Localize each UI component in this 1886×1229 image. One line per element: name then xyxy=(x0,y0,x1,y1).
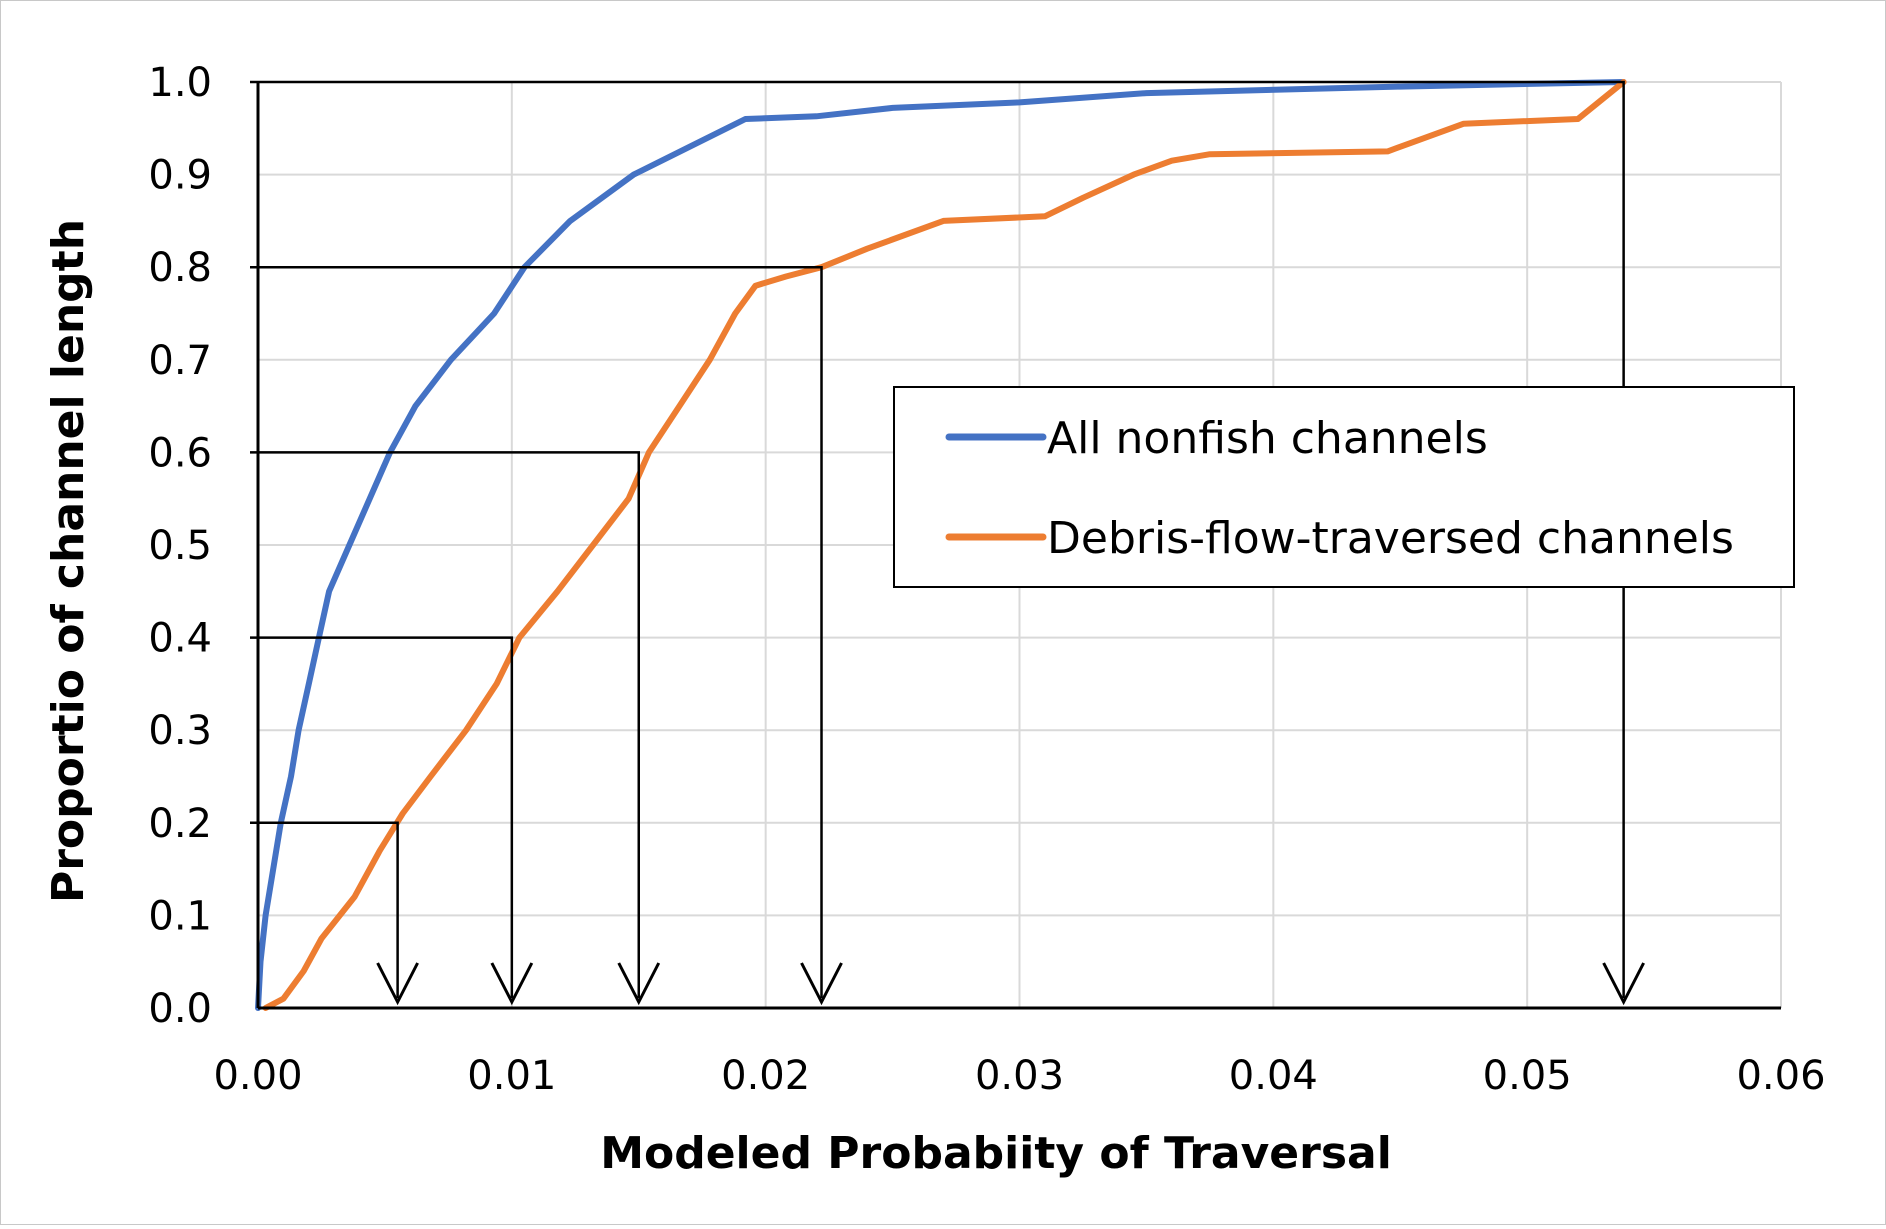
y-tick-label: 0.0 xyxy=(148,986,212,1032)
y-tick-label: 0.7 xyxy=(148,338,212,384)
tick-labels: 0.00 0.01 0.02 0.03 0.04 0.05 0.06 0.0 0.1 0.2 0.3… xyxy=(148,60,1825,1099)
series-line-all-nonfish xyxy=(255,79,1627,1011)
down-arrow-icon xyxy=(800,962,843,1006)
x-tick-label: 0.03 xyxy=(975,1053,1064,1099)
series-lines xyxy=(255,79,1627,1011)
y-tick-label: 0.9 xyxy=(148,153,212,199)
y-tick-label: 0.4 xyxy=(148,616,212,662)
down-arrow-icon xyxy=(1602,962,1645,1006)
y-tick-label: 0.3 xyxy=(148,708,212,754)
x-axis-title: Modeled Probabiity of Traversal xyxy=(600,1128,1392,1179)
down-arrow-icon xyxy=(617,962,661,1006)
annotation-connector xyxy=(250,636,514,998)
legend: All nonfish channels Debris-flow-travers… xyxy=(893,386,1795,588)
legend-label-all-nonfish: All nonfish channels xyxy=(1047,413,1488,464)
down-arrow-icon xyxy=(376,962,419,1006)
x-tick-label: 0.04 xyxy=(1229,1053,1318,1099)
axes xyxy=(256,82,1781,1010)
legend-box xyxy=(893,386,1795,588)
y-axis-title: Proportio of channel length xyxy=(43,219,94,903)
annotation-connector xyxy=(250,265,823,998)
x-tick-label: 0.05 xyxy=(1483,1053,1572,1099)
legend-label-debris-flow: Debris-flow-traversed channels xyxy=(1047,513,1734,564)
annotation-connector xyxy=(250,80,1625,998)
x-tick-label: 0.01 xyxy=(467,1053,556,1099)
y-tick-label: 0.2 xyxy=(148,801,212,847)
y-tick-label: 0.5 xyxy=(148,523,212,569)
y-tick-label: 0.8 xyxy=(148,245,212,291)
annotation-connector xyxy=(250,821,399,998)
x-tick-label: 0.06 xyxy=(1736,1053,1825,1099)
y-tick-label: 0.1 xyxy=(148,893,212,939)
y-tick-label: 1.0 xyxy=(148,60,212,106)
series-line-debris-flow xyxy=(262,79,1627,1011)
x-tick-label: 0.02 xyxy=(721,1053,810,1099)
down-arrow-icon xyxy=(490,962,534,1006)
annotation-connector xyxy=(250,451,640,998)
x-tick-label: 0.00 xyxy=(213,1053,302,1099)
annotation-arrows xyxy=(250,80,1645,1006)
y-tick-label: 0.6 xyxy=(148,430,212,476)
